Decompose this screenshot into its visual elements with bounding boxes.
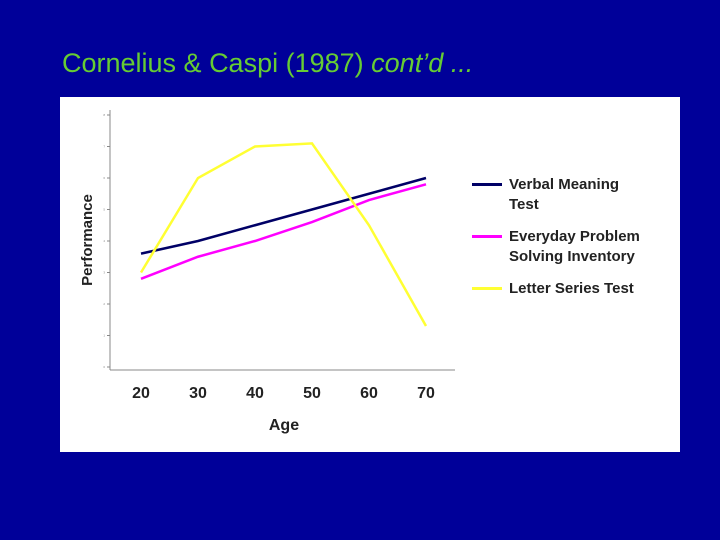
series-line [140, 183, 427, 280]
legend-swatch [472, 235, 502, 238]
x-axis-label: Age [269, 417, 299, 434]
legend-swatch [472, 183, 502, 186]
y-tick-label: 1 [103, 333, 105, 337]
y-tick-label: 7 [103, 144, 105, 148]
slide-title: Cornelius & Caspi (1987) cont’d ... [62, 48, 473, 78]
x-tick-label: 20 [132, 385, 150, 402]
y-tick-label: 3 [103, 270, 105, 274]
legend-swatch [472, 287, 502, 290]
chart-panel [60, 97, 680, 452]
y-axis-label: Performance [79, 194, 96, 286]
legend-item: Letter Series Test [472, 279, 647, 299]
legend: Verbal Meaning Test Everyday Problem Solv… [472, 175, 647, 311]
title-italic: cont’d ... [371, 48, 473, 78]
y-tick-label: 5 [103, 207, 105, 211]
legend-label: Verbal Meaning Test [509, 176, 620, 213]
x-tick-label: 70 [417, 385, 435, 402]
legend-label: Letter Series Test [509, 280, 634, 297]
series-line [140, 176, 427, 255]
y-tick-label: 8 [103, 113, 105, 117]
y-tick-label: 0 [103, 365, 105, 369]
title-main: Cornelius & Caspi (1987) [62, 48, 364, 78]
y-tick-label: 4 [103, 239, 105, 243]
legend-item: Verbal Meaning Test [472, 175, 647, 215]
legend-item: Everyday Problem Solving Inventory [472, 227, 647, 267]
y-tick-label: 2 [103, 302, 105, 306]
y-tick-label: 6 [103, 176, 105, 180]
x-tick-label: 40 [246, 385, 264, 402]
x-tick-label: 30 [189, 385, 207, 402]
series-line [139, 142, 428, 327]
x-tick-label: 50 [303, 385, 321, 402]
x-tick-label: 60 [360, 385, 378, 402]
legend-label: Everyday Problem Solving Inventory [509, 228, 640, 265]
